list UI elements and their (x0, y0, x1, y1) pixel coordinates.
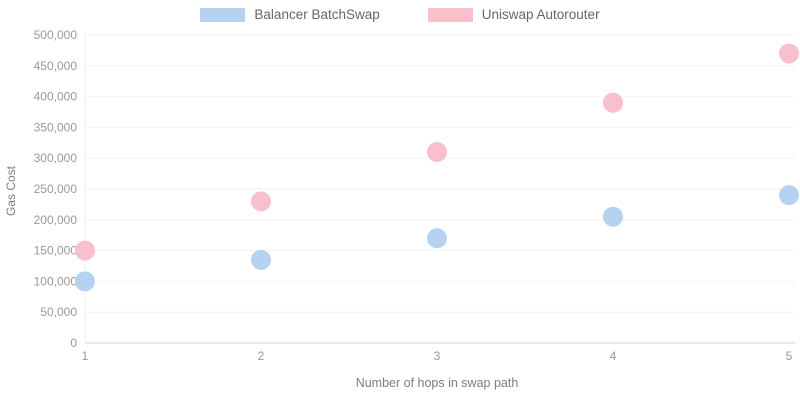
y-tick-label: 150,000 (34, 244, 78, 258)
legend-label-uniswap: Uniswap Autorouter (481, 7, 600, 22)
y-tick-label: 350,000 (34, 120, 78, 134)
y-tick-label: 100,000 (34, 274, 78, 288)
chart-legend: Balancer BatchSwap Uniswap Autorouter (0, 7, 800, 23)
y-tick-label: 200,000 (34, 213, 78, 227)
x-tick-label: 1 (82, 349, 89, 363)
x-tick-label: 4 (610, 349, 617, 363)
data-point-uniswap-autorouter-hop-3[interactable] (427, 142, 447, 163)
data-point-balancer-batchswap-hop-4[interactable] (603, 206, 623, 227)
x-tick-label: 2 (258, 349, 265, 363)
y-tick-label: 300,000 (34, 151, 78, 165)
data-point-uniswap-autorouter-hop-4[interactable] (603, 92, 623, 113)
data-point-balancer-batchswap-hop-2[interactable] (251, 249, 271, 270)
legend-swatch-balancer (200, 8, 246, 22)
data-point-balancer-batchswap-hop-1[interactable] (75, 271, 95, 292)
x-tick-label: 3 (434, 349, 441, 363)
legend-swatch-uniswap (427, 8, 473, 22)
data-point-balancer-batchswap-hop-3[interactable] (427, 228, 447, 249)
legend-item-balancer-batchswap[interactable]: Balancer BatchSwap (200, 7, 380, 23)
y-tick-label: 50,000 (40, 305, 77, 319)
data-point-uniswap-autorouter-hop-5[interactable] (779, 43, 799, 64)
data-point-uniswap-autorouter-hop-2[interactable] (251, 191, 271, 212)
x-axis-title: Number of hops in swap path (355, 376, 519, 390)
data-point-uniswap-autorouter-hop-1[interactable] (75, 240, 95, 261)
y-tick-label: 250,000 (34, 182, 78, 196)
y-tick-label: 450,000 (34, 59, 78, 73)
y-tick-label: 500,000 (34, 28, 78, 42)
y-tick-label: 400,000 (34, 90, 78, 104)
y-axis-title: Gas Cost (4, 165, 18, 217)
y-tick-label: 0 (70, 336, 77, 350)
legend-item-uniswap-autorouter[interactable]: Uniswap Autorouter (427, 7, 600, 23)
legend-label-balancer: Balancer BatchSwap (254, 7, 380, 22)
x-tick-label: 5 (786, 349, 793, 363)
data-point-balancer-batchswap-hop-5[interactable] (779, 185, 799, 206)
